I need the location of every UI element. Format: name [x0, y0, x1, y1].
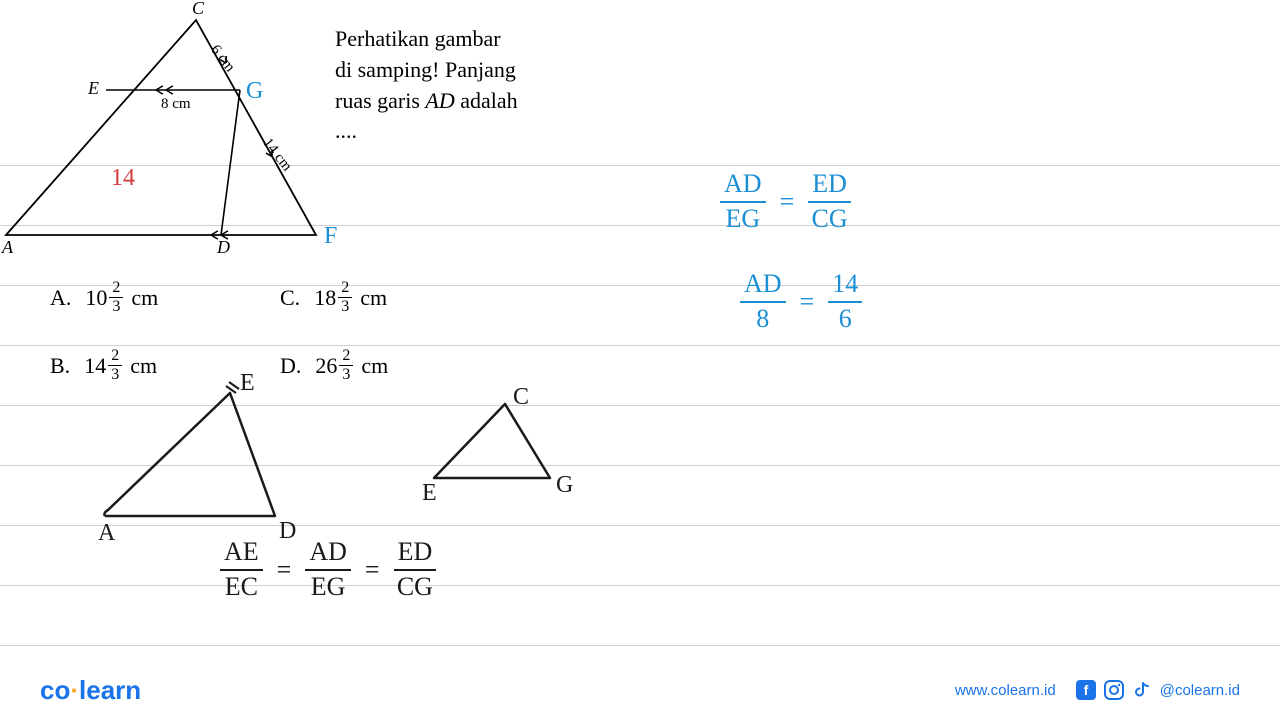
ruled-line	[0, 645, 1280, 646]
ruled-line	[0, 345, 1280, 346]
blue-work-row-1: ADEG = EDCG	[720, 170, 851, 233]
problem-text: Perhatikan gambardi samping! Panjangruas…	[335, 24, 518, 147]
ruled-line	[0, 285, 1280, 286]
option-a: A. 10 23 cm	[50, 280, 158, 315]
footer-url: www.colearn.id	[955, 682, 1056, 699]
footer-right: www.colearn.id f @colearn.id	[955, 680, 1240, 700]
footer: co·learn www.colearn.id f @colearn.id	[0, 660, 1280, 720]
svg-text:E: E	[87, 78, 99, 98]
blue-work-row-2: AD8 = 146	[740, 270, 862, 333]
svg-text:E: E	[240, 370, 255, 396]
main-triangle: A C D E 8 cm 6 cm 14 cm G F 14	[6, 20, 346, 260]
option-letter: B.	[50, 353, 70, 379]
canvas: A C D E 8 cm 6 cm 14 cm G F 14 Perhatika…	[0, 0, 1280, 720]
svg-text:A: A	[98, 520, 116, 546]
svg-text:G: G	[246, 78, 263, 104]
hw-triangle-big: A D E	[100, 388, 320, 558]
footer-handle: @colearn.id	[1160, 682, 1240, 699]
option-letter: A.	[50, 285, 71, 311]
svg-text:8 cm: 8 cm	[161, 96, 191, 112]
svg-text:14: 14	[111, 165, 135, 191]
option-letter: C.	[280, 285, 300, 311]
instagram-icon	[1104, 680, 1124, 700]
svg-text:f: f	[1083, 682, 1088, 698]
svg-text:E: E	[422, 480, 437, 506]
option-d: D. 26 23 cm	[280, 348, 388, 383]
hw-ratio-row: AEEC = ADEG = EDCG	[220, 538, 436, 601]
svg-text:G: G	[556, 472, 573, 498]
svg-text:C: C	[192, 0, 205, 18]
option-b: B. 14 23 cm	[50, 348, 157, 383]
svg-text:F: F	[324, 223, 337, 249]
facebook-icon: f	[1076, 680, 1096, 700]
logo: co·learn	[40, 675, 141, 706]
hw-triangle-small: E G C	[430, 400, 600, 520]
tiktok-icon	[1132, 680, 1152, 700]
option-letter: D.	[280, 353, 301, 379]
svg-text:A: A	[1, 237, 14, 257]
svg-text:14 cm: 14 cm	[259, 135, 295, 174]
option-c: C. 18 23 cm	[280, 280, 387, 315]
svg-text:D: D	[216, 237, 230, 257]
svg-text:6 cm: 6 cm	[207, 42, 238, 75]
svg-text:C: C	[513, 384, 529, 410]
ruled-line	[0, 585, 1280, 586]
